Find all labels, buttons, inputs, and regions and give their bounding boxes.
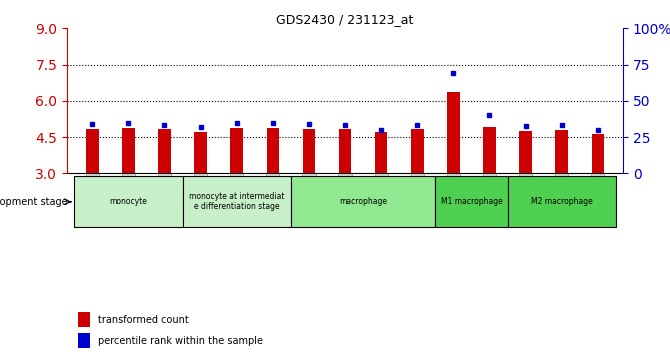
- Bar: [303, 129, 316, 173]
- Bar: [555, 130, 568, 173]
- Bar: [122, 128, 135, 173]
- Bar: [447, 92, 460, 173]
- Text: M1 macrophage: M1 macrophage: [441, 197, 502, 206]
- Bar: [436, 176, 508, 227]
- Bar: [78, 333, 90, 348]
- Text: transformed count: transformed count: [98, 315, 188, 325]
- Text: monocyte: monocyte: [109, 197, 147, 206]
- Bar: [291, 176, 436, 227]
- Bar: [78, 312, 90, 327]
- Bar: [411, 130, 423, 173]
- Bar: [86, 129, 98, 173]
- Bar: [483, 127, 496, 173]
- Bar: [194, 132, 207, 173]
- Bar: [519, 131, 532, 173]
- Bar: [182, 176, 291, 227]
- Bar: [375, 132, 387, 173]
- Bar: [158, 130, 171, 173]
- Text: monocyte at intermediat
e differentiation stage: monocyte at intermediat e differentiatio…: [189, 192, 285, 211]
- Bar: [267, 128, 279, 173]
- Bar: [339, 130, 351, 173]
- Text: percentile rank within the sample: percentile rank within the sample: [98, 336, 263, 346]
- Bar: [74, 176, 182, 227]
- Text: development stage: development stage: [0, 197, 68, 207]
- Bar: [508, 176, 616, 227]
- Bar: [592, 134, 604, 173]
- Text: M2 macrophage: M2 macrophage: [531, 197, 592, 206]
- Title: GDS2430 / 231123_at: GDS2430 / 231123_at: [276, 13, 414, 26]
- Bar: [230, 128, 243, 173]
- Text: macrophage: macrophage: [339, 197, 387, 206]
